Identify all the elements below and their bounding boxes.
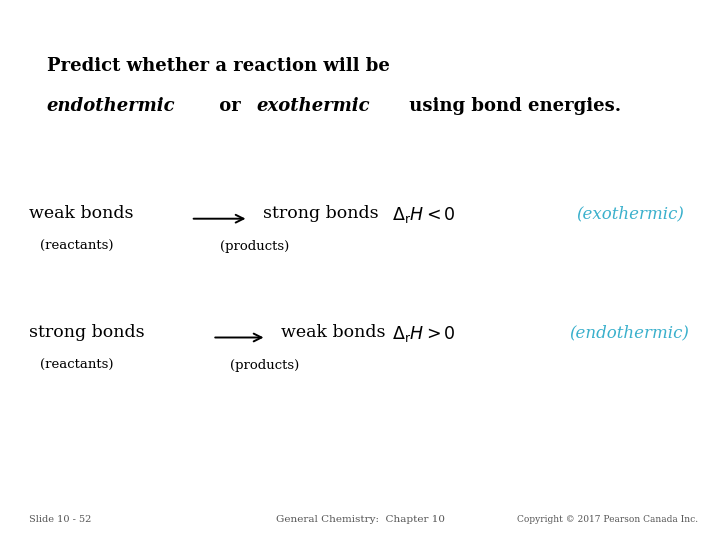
Text: $\Delta_\mathrm{r}H > 0$: $\Delta_\mathrm{r}H > 0$ (392, 324, 456, 344)
Text: (reactants): (reactants) (40, 359, 113, 372)
Text: (exothermic): (exothermic) (576, 205, 684, 222)
Text: Copyright © 2017 Pearson Canada Inc.: Copyright © 2017 Pearson Canada Inc. (517, 515, 698, 524)
Text: (endothermic): (endothermic) (569, 324, 688, 341)
Text: weak bonds: weak bonds (281, 324, 385, 341)
Text: using bond energies.: using bond energies. (403, 97, 621, 115)
Text: strong bonds: strong bonds (29, 324, 145, 341)
Text: endothermic: endothermic (47, 97, 176, 115)
Text: (products): (products) (230, 359, 300, 372)
Text: strong bonds: strong bonds (263, 205, 379, 222)
Text: (reactants): (reactants) (40, 240, 113, 253)
Text: Predict whether a reaction will be: Predict whether a reaction will be (47, 57, 390, 75)
Text: exothermic: exothermic (256, 97, 370, 115)
Text: (products): (products) (220, 240, 289, 253)
Text: Slide 10 - 52: Slide 10 - 52 (29, 515, 91, 524)
Text: or: or (213, 97, 247, 115)
Text: $\Delta_\mathrm{r}H < 0$: $\Delta_\mathrm{r}H < 0$ (392, 205, 456, 225)
Text: weak bonds: weak bonds (29, 205, 133, 222)
Text: General Chemistry:  Chapter 10: General Chemistry: Chapter 10 (276, 515, 444, 524)
